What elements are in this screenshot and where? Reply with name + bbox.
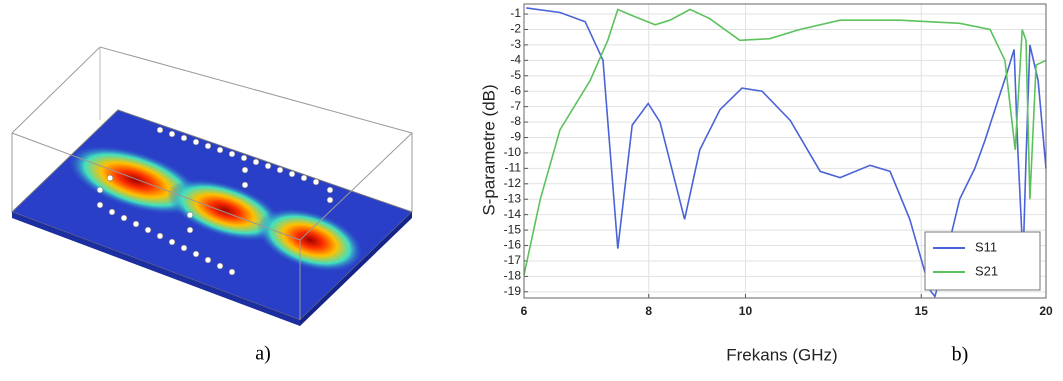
y-tick-label: -13 <box>504 191 522 205</box>
x-tick-label: 8 <box>645 304 652 318</box>
panel-label: a) <box>255 343 271 365</box>
y-axis-title: S-parametre (dB) <box>479 84 498 215</box>
y-tick-label: -19 <box>504 284 522 298</box>
y-tick-label: -14 <box>504 207 522 221</box>
y-tick-label: -7 <box>510 99 521 113</box>
x-axis-title: Frekans (GHz) <box>726 345 837 364</box>
y-tick-label: -15 <box>504 222 522 236</box>
y-tick-label: -5 <box>510 68 521 82</box>
y-tick-label: -4 <box>510 53 521 67</box>
y-tick-label: -17 <box>504 253 522 267</box>
y-tick-label: -12 <box>504 176 522 190</box>
y-tick-label: -18 <box>504 269 522 283</box>
figure: a) b) Frekans (GHz) S-parametre (dB) -1 -… <box>0 0 1063 381</box>
y-tick-label: -3 <box>510 37 521 51</box>
legend-label: S11 <box>975 239 997 254</box>
x-tick-label: 10 <box>739 304 753 318</box>
y-tick-label: -9 <box>510 130 521 144</box>
y-tick-label: -16 <box>504 238 522 252</box>
x-tick-label: 15 <box>915 304 929 318</box>
simulation-image <box>12 47 412 326</box>
y-tick-label: -10 <box>504 145 522 159</box>
y-tick-label: -6 <box>510 83 521 97</box>
x-tick-label: 20 <box>1039 304 1053 318</box>
y-tick-label: -11 <box>505 161 522 175</box>
y-tick-label: -1 <box>510 6 521 20</box>
panel-label: b) <box>952 344 969 366</box>
y-tick-label: -2 <box>510 22 521 36</box>
legend-label: S21 <box>975 263 998 278</box>
x-tick-label: 6 <box>521 304 528 318</box>
figure-canvas: a) b) Frekans (GHz) S-parametre (dB) -1 -… <box>0 0 1063 381</box>
y-tick-label: -8 <box>510 114 521 128</box>
